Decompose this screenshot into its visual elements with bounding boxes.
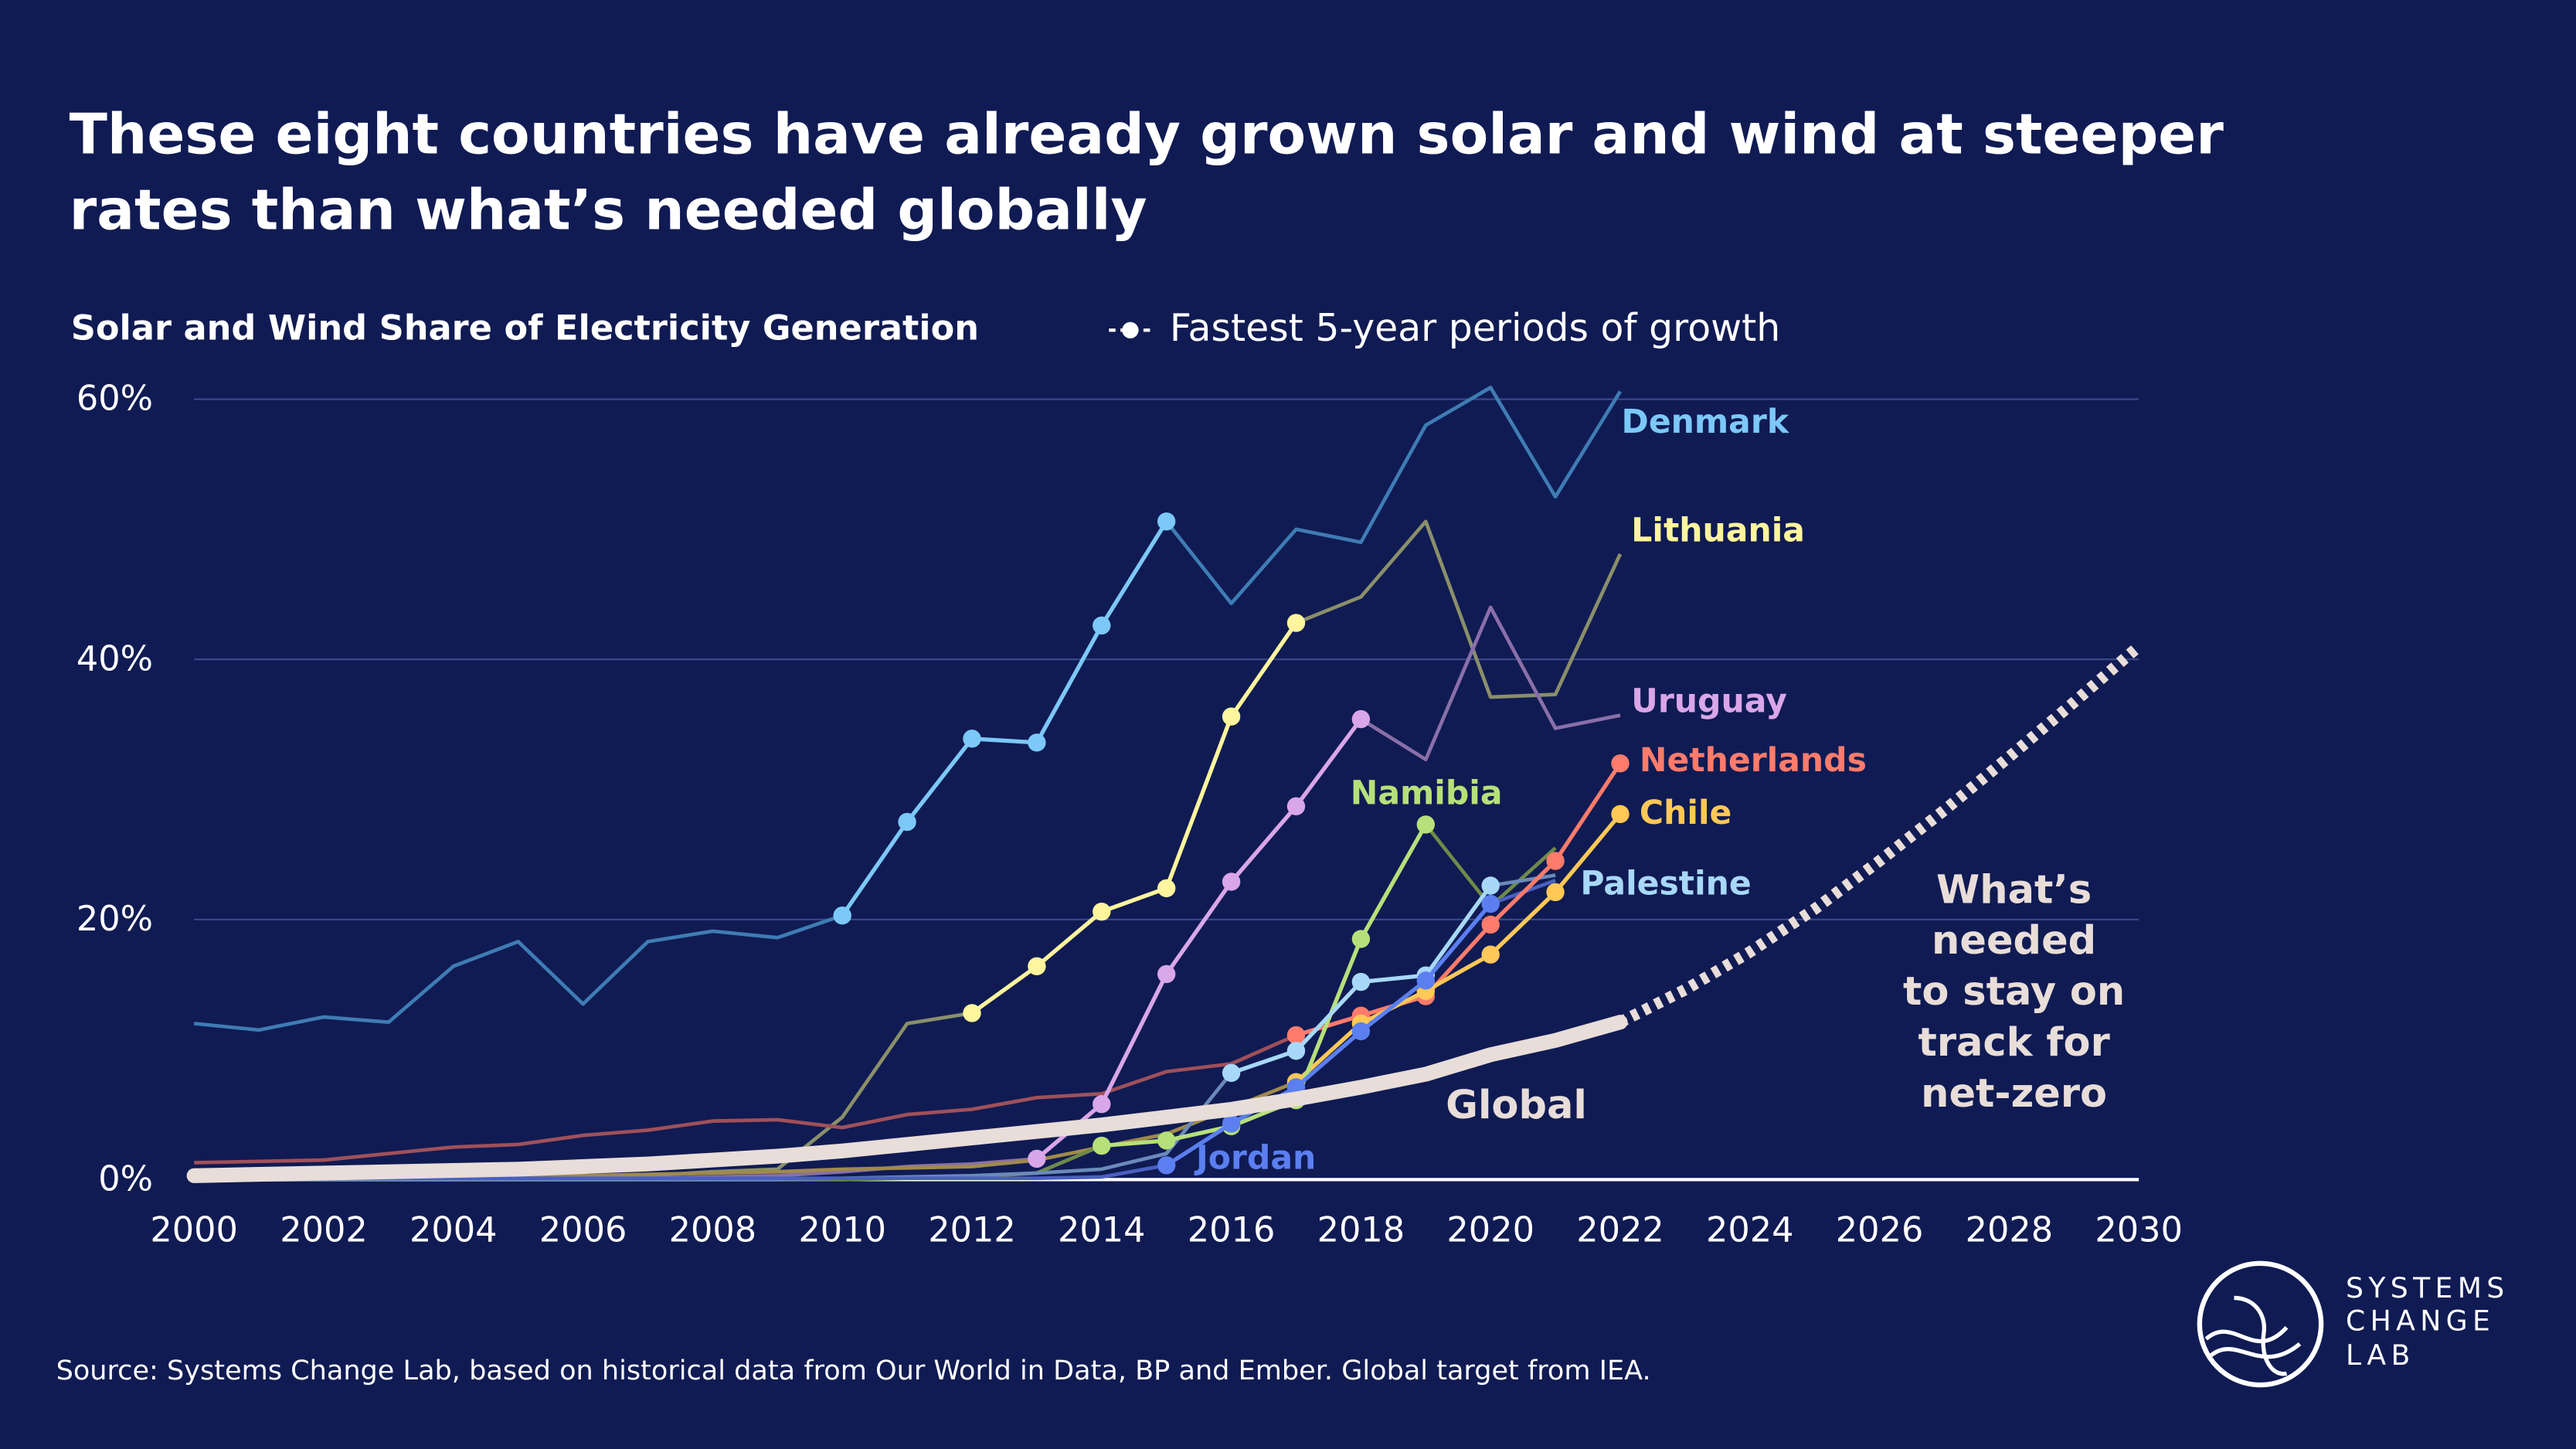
- series-label: needed: [1932, 918, 2096, 964]
- highlight-lines: [833, 512, 1630, 1175]
- series-label: Netherlands: [1640, 742, 1867, 780]
- x-tick-label: 2024: [1706, 1209, 1794, 1250]
- highlight-line: [970, 621, 1298, 1015]
- highlight-dot: [1028, 1149, 1046, 1168]
- chart-title: These eight countries have already grown…: [70, 103, 2224, 168]
- highlight-dot: [1481, 876, 1500, 895]
- highlight-dot: [1611, 754, 1630, 773]
- highlight-dot: [1416, 971, 1435, 990]
- x-tick-label: 2000: [150, 1209, 238, 1250]
- y-tick-label: 0%: [98, 1158, 153, 1199]
- series-label: What’s: [1936, 867, 2092, 913]
- logo-mark: [2204, 1295, 2302, 1376]
- target-line: [1617, 641, 2143, 1028]
- series-label: to stay on: [1903, 969, 2125, 1015]
- highlight-line: [1294, 812, 1623, 1084]
- series-label: Jordan: [1194, 1139, 1316, 1177]
- highlight-dot: [1222, 1063, 1241, 1083]
- legend-label: Fastest 5-year periods of growth: [1170, 306, 1780, 350]
- highlight-line: [841, 520, 1168, 917]
- x-tick-label: 2002: [280, 1209, 368, 1250]
- highlight-dot: [1351, 709, 1371, 729]
- highlight-dot: [1028, 733, 1046, 752]
- source-note: Source: Systems Change Lab, based on his…: [56, 1355, 1651, 1386]
- highlight-dot: [1546, 883, 1565, 902]
- highlight-dot: [1222, 1114, 1241, 1133]
- y-tick-label: 40%: [76, 638, 153, 679]
- highlight-dot: [1093, 902, 1111, 921]
- highlight-dot: [833, 906, 851, 925]
- x-tick-label: 2028: [1966, 1209, 2054, 1250]
- highlight-dot: [1093, 616, 1111, 635]
- x-tick-label: 2016: [1188, 1209, 1276, 1250]
- series-label: Global: [1446, 1083, 1587, 1128]
- series-label: Palestine: [1580, 865, 1751, 903]
- highlight-dot: [1157, 1156, 1176, 1175]
- series-label: Denmark: [1622, 403, 1790, 441]
- y-tick-label: 20%: [76, 899, 153, 939]
- series-label: Chile: [1640, 794, 1731, 832]
- highlight-dot: [1286, 797, 1306, 816]
- chart-subtitle: Solar and Wind Share of Electricity Gene…: [71, 308, 979, 348]
- global-lines: [186, 641, 2143, 1183]
- highlight-dot: [1351, 1022, 1371, 1041]
- highlight-dot: [1286, 614, 1306, 632]
- highlight-line: [1165, 902, 1493, 1168]
- highlight-dot: [1157, 1131, 1176, 1150]
- series-label: Uruguay: [1631, 682, 1786, 720]
- series-label: Lithuania: [1631, 512, 1805, 549]
- highlight-dot: [1481, 894, 1500, 913]
- highlight-dot: [1222, 707, 1241, 726]
- logo-text: SYSTEMS: [2346, 1271, 2510, 1304]
- x-tick-label: 2026: [1836, 1209, 1924, 1250]
- highlight-dot: [1286, 1042, 1306, 1060]
- logo-text: LAB: [2346, 1338, 2415, 1372]
- highlight-dot: [1546, 852, 1565, 870]
- series-label: net-zero: [1921, 1071, 2107, 1117]
- x-tick-label: 2004: [410, 1209, 498, 1250]
- highlight-dot: [1222, 872, 1241, 891]
- highlight-dot: [1481, 915, 1500, 934]
- highlight-dot: [898, 812, 916, 832]
- x-tick-label: 2012: [928, 1209, 1016, 1250]
- x-tick-label: 2018: [1317, 1209, 1405, 1250]
- highlight-dot: [963, 1004, 981, 1022]
- x-tick-label: 2014: [1058, 1209, 1146, 1250]
- highlight-dot: [1093, 1136, 1111, 1155]
- highlight-dot: [1157, 879, 1176, 898]
- chart-title: rates than what’s needed globally: [70, 178, 1147, 243]
- highlight-dot: [1157, 512, 1176, 531]
- x-tick-label: 2030: [2095, 1209, 2183, 1250]
- x-tick-label: 2010: [798, 1209, 886, 1250]
- highlight-dot: [1416, 815, 1435, 834]
- highlight-dot: [1611, 804, 1630, 824]
- logo-text: CHANGE: [2346, 1304, 2495, 1337]
- highlight-dot: [1481, 945, 1500, 964]
- highlight-line: [1295, 762, 1623, 1038]
- highlight-dot: [963, 730, 981, 748]
- highlight-line: [1035, 718, 1363, 1161]
- highlight-line: [1101, 823, 1428, 1148]
- series-label: track for: [1918, 1020, 2110, 1066]
- x-tick-label: 2006: [539, 1209, 627, 1250]
- highlight-dot: [1286, 1026, 1306, 1045]
- logo-circle: [2197, 1260, 2324, 1388]
- global-line: [186, 1015, 1628, 1183]
- highlight-dot: [1093, 1095, 1111, 1114]
- y-tick-label: 60%: [76, 379, 153, 419]
- x-tick-label: 2020: [1446, 1209, 1534, 1250]
- logo: SYSTEMS CHANGE LAB: [2197, 1260, 2510, 1388]
- highlight-dot: [1028, 957, 1046, 976]
- series-label: Namibia: [1351, 774, 1503, 812]
- x-tick-label: 2008: [669, 1209, 757, 1250]
- highlight-dot: [1351, 930, 1371, 948]
- legend-dot: [1122, 321, 1139, 338]
- highlight-dot: [1157, 964, 1176, 984]
- x-tick-label: 2022: [1576, 1209, 1664, 1250]
- highlight-dot: [1351, 972, 1371, 992]
